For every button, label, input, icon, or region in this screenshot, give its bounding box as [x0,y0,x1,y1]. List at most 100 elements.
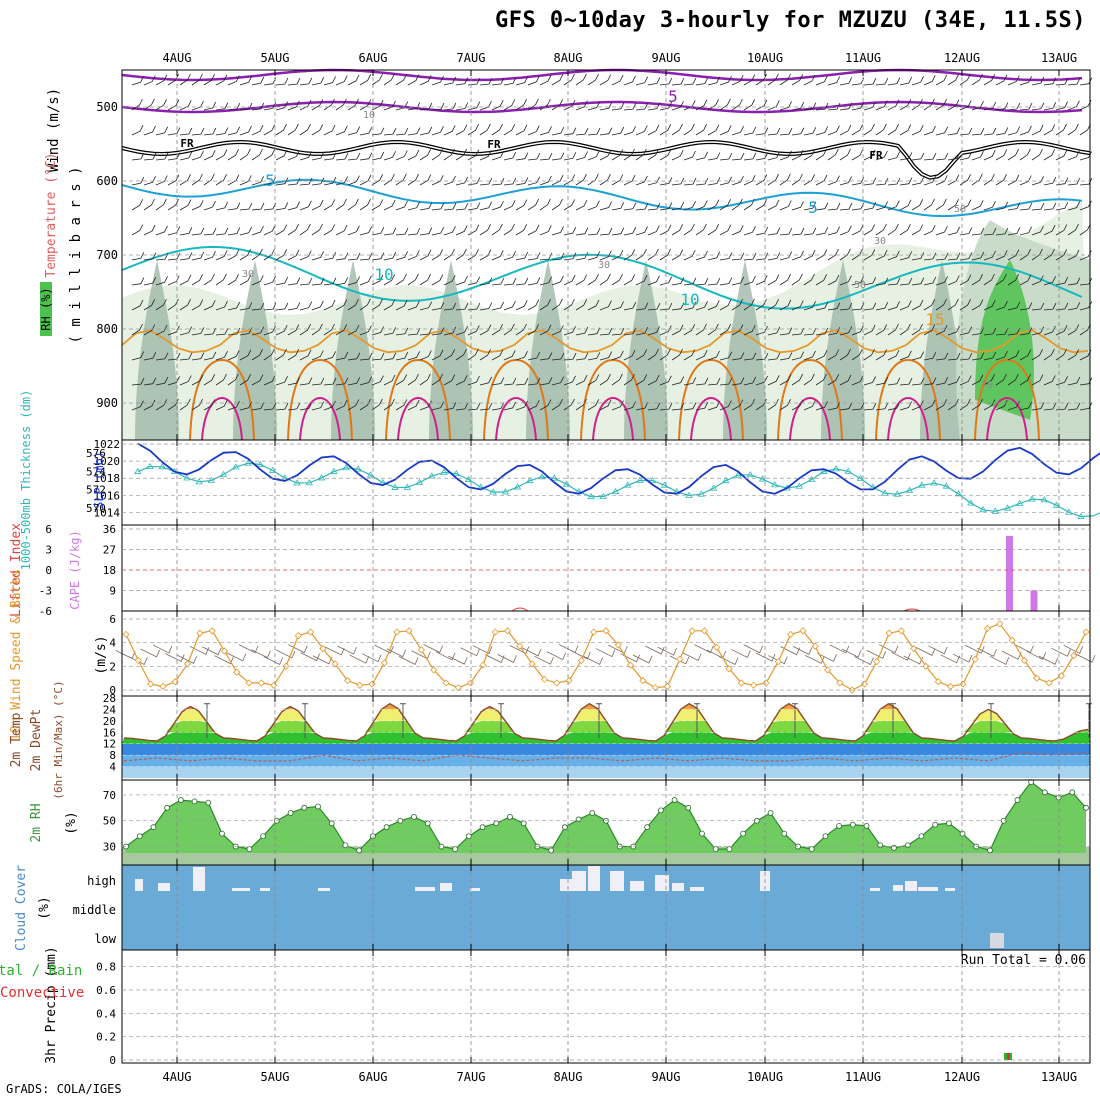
rh-point [959,830,966,837]
wind-barb [1043,375,1056,386]
wind-barb [779,273,791,286]
wind-speed-point [676,655,684,663]
wind-barb [779,352,793,361]
wind-barb [143,399,156,411]
wind-barb [575,299,588,311]
wind-barb [887,301,900,311]
wind-speed-point [577,656,585,664]
wind-barb [719,152,733,161]
wind-barb [395,251,408,261]
wind-barb [419,149,431,161]
wind-barb [155,276,168,286]
wind-barb [227,202,241,211]
wind-barb [719,224,732,236]
pressure-tick-label: 700 [96,248,118,262]
date-label-top: 11AUG [845,51,881,65]
wind-barb [587,173,599,186]
rh-point [987,847,993,854]
wind-barb [455,402,469,411]
wind-barb [755,375,768,386]
wind-barb [311,77,325,86]
wind-barb [227,327,241,336]
wind-barb [935,325,948,336]
wind-barb [971,327,985,336]
wind-barb-10m [792,646,813,655]
wind-barb [431,102,445,111]
wind-barb-10m [645,645,665,655]
wind-barb [875,77,889,86]
wind-barb [707,224,719,236]
wind-barb [1055,348,1067,361]
rh-point [891,844,897,851]
thickness-point [599,492,608,499]
wind-barb [539,98,551,111]
wind-barb [1019,226,1033,236]
wind-barb [1067,376,1081,386]
wind-barb [503,323,515,336]
wind-barb [947,74,959,86]
wind-barb-10m [940,654,960,664]
wind-barb [887,277,901,286]
wind-barb [287,77,301,86]
wind-barb [419,249,432,261]
wind-barb [947,99,960,111]
wind-barb [695,177,709,186]
wind-barb [863,224,876,236]
wind-barb [395,150,408,161]
thickness-point [636,476,644,483]
thickness-point [489,488,497,495]
wind-barb [803,174,816,186]
cloud-high-bar [232,888,250,891]
wind-barb-10m [177,654,197,664]
wind-barb [215,351,228,361]
wind-barb [923,377,937,386]
wind-barb [1007,274,1019,286]
wind-barb [1067,277,1081,286]
wind-barb [899,377,913,386]
wind-barb [443,148,455,161]
wind-barb [431,75,444,86]
wind-barb [887,99,900,111]
wind-barb [443,102,457,111]
wind-barb [923,352,937,361]
wind-barb [575,352,589,361]
cloud-high-bar [193,867,205,891]
wind-barb [479,249,492,261]
wind-barb [335,224,348,236]
wind-barb [179,151,193,161]
wind-barb [635,402,649,411]
wind-barb [911,252,925,261]
wind-barb [203,251,216,261]
wind-barb [767,73,779,86]
wind-barb [599,399,612,411]
wind-barb [251,275,264,286]
slp-line [137,442,1100,495]
rh-point [726,846,733,853]
wind-barb [1031,124,1044,136]
wind-barb [167,198,179,211]
label-precip: 3hr Precip (mm) [44,946,59,1063]
wind-barb [167,74,179,86]
wind-barb [827,175,840,186]
wind-barb [359,398,371,411]
wind-barb [755,199,768,211]
wind-barb [755,298,767,311]
wind-barb [1031,202,1045,211]
wind-barb [911,125,924,136]
wind-barb-10m [546,651,567,661]
thickness-point [734,471,742,478]
wind-barb [971,227,985,236]
wind-barb [803,400,816,411]
wind-speed-point [417,646,425,654]
wind-barb [911,224,924,236]
cloud-high-bar [870,888,880,891]
wind-barb [563,352,577,361]
wind-barb [995,74,1008,86]
thickness-point [342,463,350,471]
rh-point [452,846,459,853]
wind-barb-10m [374,644,394,654]
rh-point [328,820,335,827]
cloud-high-bar [470,888,480,891]
wind-barb [323,252,337,261]
